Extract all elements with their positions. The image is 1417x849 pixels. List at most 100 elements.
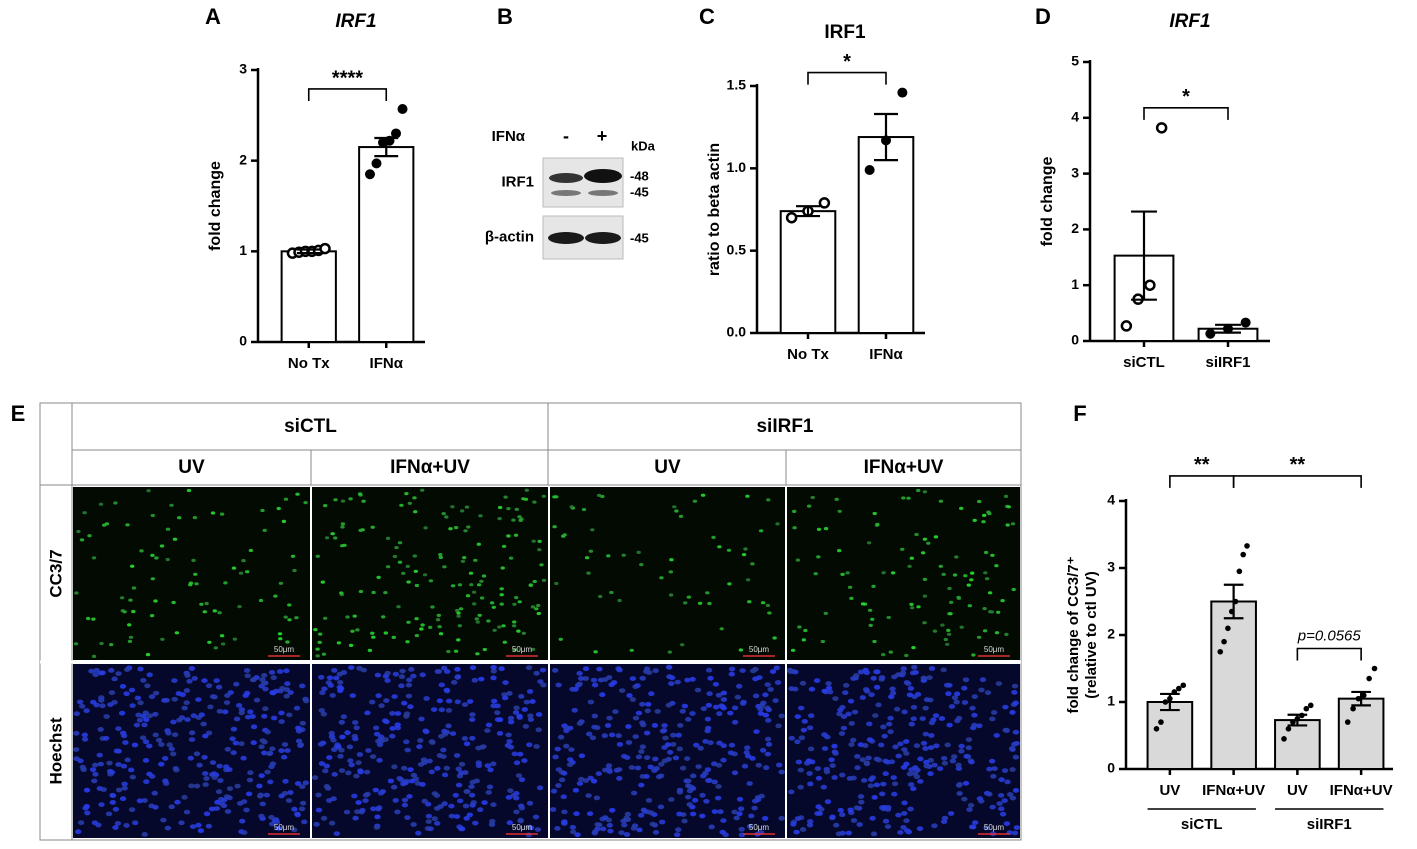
cell [728,742,736,748]
cell [961,796,968,802]
cell [963,574,968,578]
cell [680,643,685,647]
cell [134,695,142,701]
cell [778,815,785,821]
y-tick-label: 5 [1071,53,1079,69]
cell [555,682,562,688]
y-axis-label: fold change [207,161,224,251]
blot-strip [542,157,624,208]
cell [391,764,398,770]
cell [502,695,509,701]
cell [375,738,382,744]
cell [311,775,319,780]
cell [108,690,116,695]
cell [705,702,712,708]
cell [162,778,169,784]
cell [720,697,728,702]
cell [109,793,117,798]
cell [277,632,283,636]
panel-label: E [11,401,26,426]
cell [253,697,261,703]
group-label: siCTL [1181,816,1223,833]
cell [947,586,952,591]
cell [860,602,866,606]
cell [788,789,795,795]
cell [278,637,283,641]
cell [152,711,159,717]
cell [849,596,854,601]
cell [1013,825,1021,830]
cell [487,767,494,773]
cell [268,814,275,820]
cell [907,686,915,691]
cell [262,686,269,692]
micrograph [73,487,310,660]
cell [629,648,634,652]
cell [79,703,86,709]
cell [281,519,287,524]
cell [129,703,136,708]
cell [632,715,640,721]
cell [561,809,568,815]
cell [124,757,131,763]
cell [246,777,254,783]
cell [398,683,405,689]
cell [214,799,221,805]
cell [859,757,866,763]
cell [462,803,470,809]
cell [466,525,471,529]
cell [352,815,359,821]
cell [457,798,464,804]
cell [797,625,802,629]
cell [115,787,123,793]
cell [485,722,493,728]
cell [1009,710,1016,715]
cell [823,769,831,775]
cell [893,706,901,712]
cell [269,761,277,767]
cell [815,804,822,810]
data-point [1221,638,1227,645]
cell [767,687,774,692]
cell [996,610,1001,614]
cell [143,717,150,723]
cell [85,616,91,621]
cell [205,730,213,736]
cell [658,761,665,767]
cell [926,541,931,545]
cell [282,778,289,784]
cell [241,830,248,835]
cell [460,509,465,513]
cell [506,534,511,538]
cell [397,560,403,564]
cell [414,617,419,621]
data-point [1158,719,1164,725]
significance-label: p=0.0565 [1297,627,1362,644]
cell [686,784,693,789]
cell [539,563,544,567]
cell [994,631,1000,635]
x-tick-label: siIRF1 [1205,354,1250,371]
cell [574,832,581,838]
cell [353,773,360,779]
cell [629,676,637,681]
cell [406,620,411,624]
cell [318,708,325,713]
cell [967,604,972,608]
data-point [1153,726,1160,732]
cell [76,529,81,534]
cell [854,765,861,771]
cell [606,822,613,828]
cell [403,713,410,719]
cell [207,640,212,644]
cell [245,570,250,574]
cell [506,507,511,511]
cell [866,541,872,545]
cell [238,571,244,575]
y-tick-label: 2 [1071,220,1079,236]
cell [469,665,477,671]
cell [858,799,865,805]
cell [124,667,131,672]
y-tick-label: 4 [1107,492,1115,508]
cell [568,747,575,752]
